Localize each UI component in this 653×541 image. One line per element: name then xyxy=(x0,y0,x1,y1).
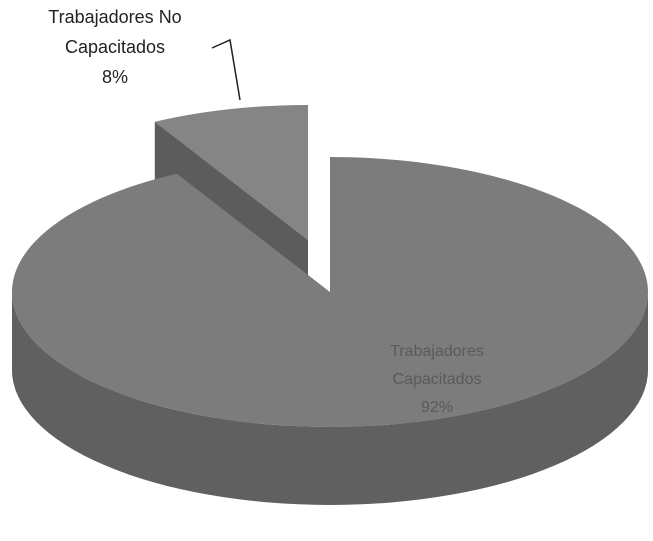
slice xyxy=(11,157,648,427)
slice-label: Trabajadores No Capacitados 8% xyxy=(30,2,200,92)
slice-side-shade xyxy=(12,292,648,505)
category-label: Trabajadores Capacitados xyxy=(390,343,484,388)
leader-line xyxy=(211,38,241,101)
slice-label: Trabajadores Capacitados 92% xyxy=(362,338,512,422)
category-label: Trabajadores No Capacitados xyxy=(48,7,182,57)
value-label: 8% xyxy=(101,67,128,87)
slice xyxy=(154,105,308,240)
slice-side xyxy=(12,292,648,505)
value-label: 92% xyxy=(420,399,454,416)
